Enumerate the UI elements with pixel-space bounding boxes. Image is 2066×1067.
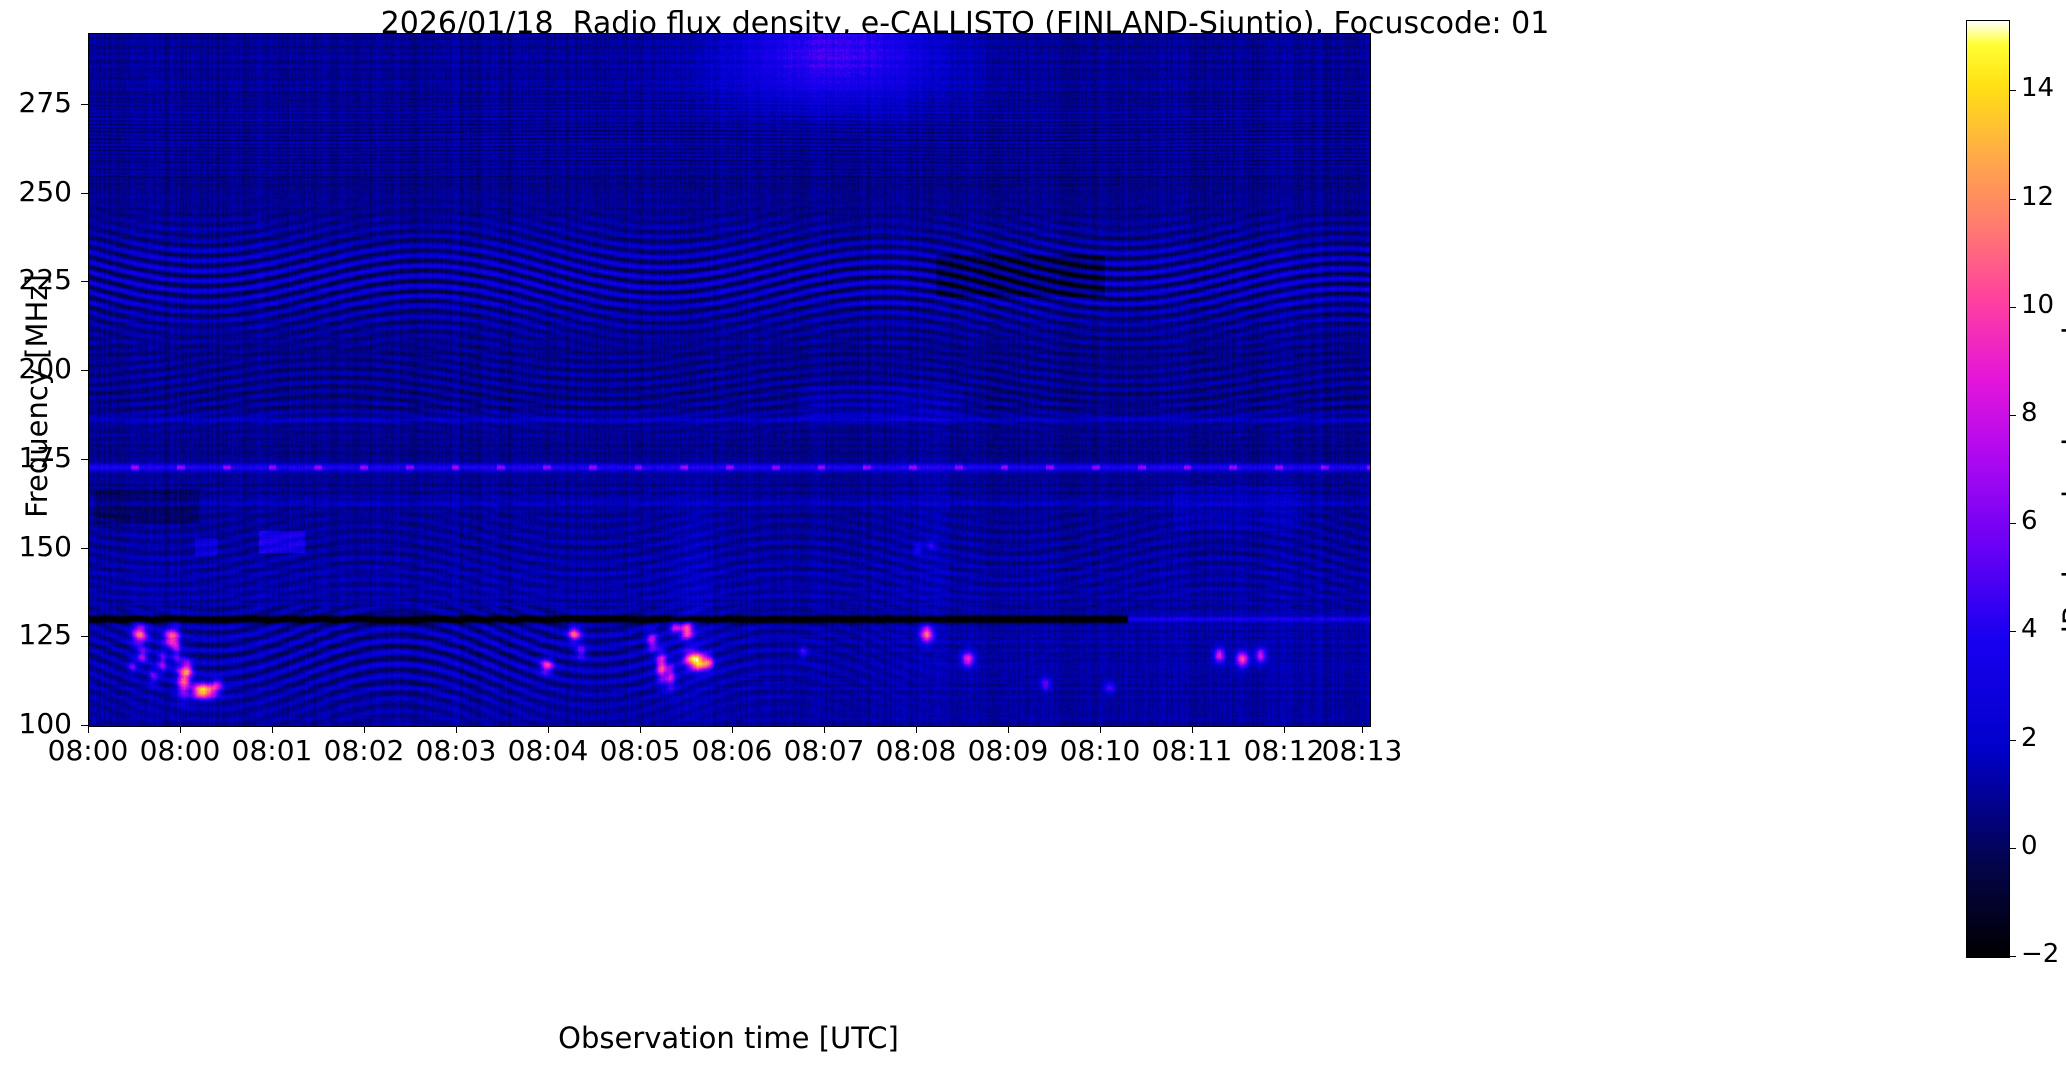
x-axis-label: Observation time [UTC] [558,1021,899,1055]
y-tick-label: 275 [18,86,72,119]
x-tick-mark [1008,726,1009,733]
x-tick-label: 08:11 [1151,734,1233,767]
colorbar-tick-label: 12 [2021,182,2055,212]
y-tick-label: 225 [18,263,72,296]
colorbar-tick-label: 14 [2021,73,2055,103]
y-tick-mark [81,636,88,637]
x-tick-mark [640,726,641,733]
colorbar-tick-mark [2009,848,2016,849]
y-tick-mark [81,459,88,460]
x-tick-label: 08:08 [875,734,957,767]
colorbar-gradient [1967,21,2009,957]
colorbar-tick-mark [2009,523,2016,524]
colorbar-tick-mark [2009,415,2016,416]
x-tick-mark [548,726,549,733]
x-tick-mark [732,726,733,733]
colorbar-tick-mark [2009,199,2016,200]
y-tick-mark [81,104,88,105]
spectrogram-axes[interactable] [88,33,1371,727]
y-tick-label: 100 [18,707,72,740]
y-tick-label: 175 [18,441,72,474]
colorbar-tick-label: 8 [2021,398,2038,428]
x-tick-mark [1192,726,1193,733]
x-tick-label: 08:13 [1321,734,1403,767]
y-tick-label: 250 [18,175,72,208]
y-tick-label: 200 [18,352,72,385]
x-tick-label: 08:04 [507,734,589,767]
x-tick-mark [456,726,457,733]
x-tick-label: 08:09 [967,734,1049,767]
colorbar-tick-label: 0 [2021,831,2038,861]
x-tick-mark [180,726,181,733]
x-tick-label: 08:02 [323,734,405,767]
colorbar-tick-mark [2009,740,2016,741]
x-tick-label: 08:10 [1059,734,1141,767]
y-tick-mark [81,281,88,282]
x-tick-mark [364,726,365,733]
x-tick-mark [916,726,917,733]
colorbar-tick-label: 4 [2021,614,2038,644]
x-tick-label: 08:12 [1243,734,1325,767]
colorbar-tick-label: 2 [2021,723,2038,753]
x-tick-label: 08:07 [783,734,865,767]
colorbar-tick-label: 6 [2021,506,2038,536]
colorbar[interactable] [1966,20,2010,958]
x-tick-label: 08:00 [47,734,129,767]
x-tick-mark [1100,726,1101,733]
x-tick-label: 08:01 [231,734,313,767]
x-tick-label: 08:03 [415,734,497,767]
y-tick-mark [81,370,88,371]
colorbar-tick-label: 10 [2021,290,2055,320]
x-tick-label: 08:00 [139,734,221,767]
colorbar-label: dB above background [2057,326,2066,644]
colorbar-tick-mark [2009,307,2016,308]
x-tick-label: 08:05 [599,734,681,767]
x-tick-mark [88,726,89,733]
colorbar-tick-label: −2 [2021,939,2060,969]
y-tick-label: 125 [18,618,72,651]
x-tick-label: 08:06 [691,734,773,767]
y-tick-mark [81,725,88,726]
x-tick-mark [272,726,273,733]
y-tick-label: 150 [18,530,72,563]
y-tick-mark [81,193,88,194]
colorbar-tick-mark [2009,90,2016,91]
x-tick-mark [1362,726,1363,733]
y-tick-mark [81,548,88,549]
x-tick-mark [824,726,825,733]
colorbar-tick-mark [2009,956,2016,957]
x-tick-mark [1284,726,1285,733]
colorbar-tick-mark [2009,631,2016,632]
spectrogram-image[interactable] [89,34,1370,726]
